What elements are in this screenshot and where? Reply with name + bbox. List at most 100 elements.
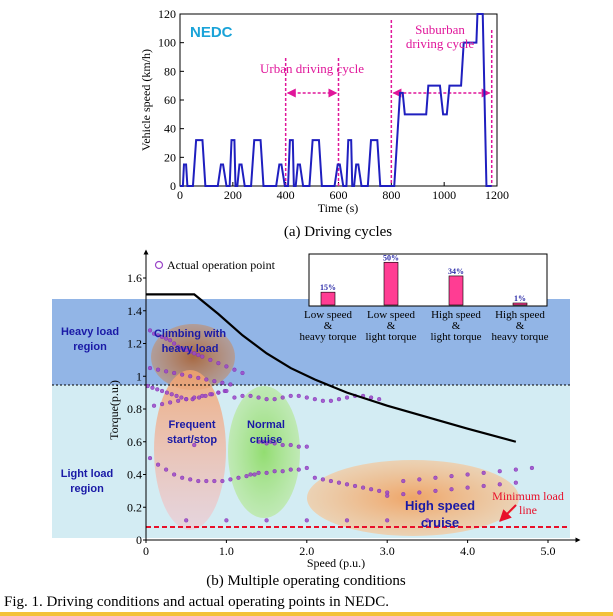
operating-point [216, 390, 221, 395]
inset-category-label: light torque [365, 331, 416, 343]
inset-category-label: & [324, 320, 333, 332]
operating-point [232, 395, 237, 400]
operating-point [288, 442, 293, 448]
operating-point [268, 439, 273, 444]
operating-point [336, 480, 342, 485]
operating-point [280, 395, 285, 400]
operating-point [168, 338, 173, 343]
frequent-label-2: start/stop [167, 434, 217, 446]
operating-point [155, 367, 161, 372]
operating-point [192, 395, 197, 400]
operating-point [159, 388, 165, 394]
operating-point [184, 518, 189, 523]
x-tick-label: 800 [382, 188, 400, 202]
operating-point [497, 482, 502, 487]
inset-bar-value-label: 50% [383, 253, 399, 262]
normal-cruise-zone [228, 386, 300, 518]
y-tick-label: 0 [136, 533, 142, 547]
operating-point [188, 477, 193, 482]
operating-point [401, 478, 406, 484]
subcaption-a: (a) Driving cycles [284, 224, 392, 240]
x-tick-label: 4.0 [460, 544, 475, 558]
operating-point [465, 472, 470, 477]
high-speed-cruise-zone [307, 460, 519, 536]
operating-point [172, 472, 177, 477]
operating-point [264, 441, 269, 446]
x-tick-label: 400 [277, 188, 295, 202]
operating-point [147, 456, 153, 461]
x-tick-label: 1000 [432, 188, 456, 202]
inset-bar-value-label: 34% [448, 267, 464, 276]
operating-point [344, 518, 350, 523]
operating-point [208, 392, 213, 397]
chart-b-ticks: 0 1.0 2.0 3.0 4.0 5.0 0 0.2 0.4 0.6 0.8 1 1.2 1.4 1.6 [127, 271, 556, 558]
operating-points [145, 328, 535, 523]
operating-point [328, 478, 334, 484]
operating-point [385, 493, 390, 498]
operating-point [164, 369, 169, 374]
operating-point [288, 467, 293, 472]
operating-point [272, 441, 277, 446]
y-tick-label: 0.4 [127, 468, 142, 482]
operating-point [220, 380, 225, 385]
normal-label-1: Normal [247, 419, 285, 431]
operating-point [159, 401, 165, 407]
operating-point [377, 397, 382, 402]
operating-point [224, 388, 229, 394]
operating-point [272, 397, 277, 402]
inset-category-label: heavy torque [299, 331, 356, 343]
suburban-cycle-label-2: driving cycle [406, 36, 474, 51]
chart-b-xlabel: Speed (p.u.) [307, 556, 365, 570]
inset-category-label: light torque [430, 331, 481, 343]
suburban-cycle-label-1: Suburban [415, 22, 465, 37]
high-speed-label-1: High speed [405, 498, 475, 513]
x-tick-label: 1.0 [219, 544, 234, 558]
operating-point [228, 477, 233, 482]
operating-point [264, 470, 269, 475]
x-tick-label: 2.0 [299, 544, 314, 558]
y-tick-label: 0.8 [127, 402, 142, 416]
driving-cycle-chart: 0 200 400 600 800 1000 1200 0 20 40 60 80 100 120 NED… [139, 7, 509, 215]
operating-point [232, 367, 237, 372]
high-speed-label-2: cruise [421, 515, 459, 530]
operating-point [336, 397, 342, 402]
operating-point [256, 439, 261, 444]
operating-point [401, 492, 406, 497]
operating-point [176, 344, 181, 349]
operating-point [147, 365, 153, 371]
operating-point [352, 483, 358, 489]
chart-a-ylabel: Vehicle speed (km/h) [139, 49, 153, 151]
x-tick-label: 0 [177, 188, 183, 202]
legend-label: Actual operation point [167, 258, 276, 272]
operating-point [155, 387, 160, 392]
minimum-load-label-1: Minimum load [492, 489, 564, 503]
inset-category-label: High speed [495, 309, 545, 321]
inset-bar-value-label: 1% [514, 294, 526, 303]
operating-point [196, 352, 201, 358]
operating-point [174, 393, 179, 398]
operating-point [184, 397, 189, 402]
operating-point [200, 354, 205, 359]
operating-point [200, 393, 205, 398]
operating-point [529, 465, 535, 471]
operating-point [151, 331, 157, 336]
operating-point [228, 382, 233, 387]
operating-point [172, 370, 177, 376]
operating-point [244, 474, 249, 479]
inset-category-label: Low speed [304, 309, 352, 321]
heavy-load-region [52, 299, 570, 385]
torque-limit-curve [146, 293, 517, 443]
operating-point [204, 478, 209, 484]
operating-point [248, 472, 253, 477]
operating-point [264, 397, 269, 402]
inset-category-label: & [387, 320, 396, 332]
operating-point [256, 395, 261, 400]
operating-point [481, 483, 486, 489]
operating-point [196, 375, 201, 380]
operating-point [208, 357, 213, 362]
inset-category-label: heavy torque [491, 331, 548, 343]
operating-point [172, 341, 177, 346]
operating-point [304, 395, 309, 400]
operating-point [312, 397, 317, 402]
